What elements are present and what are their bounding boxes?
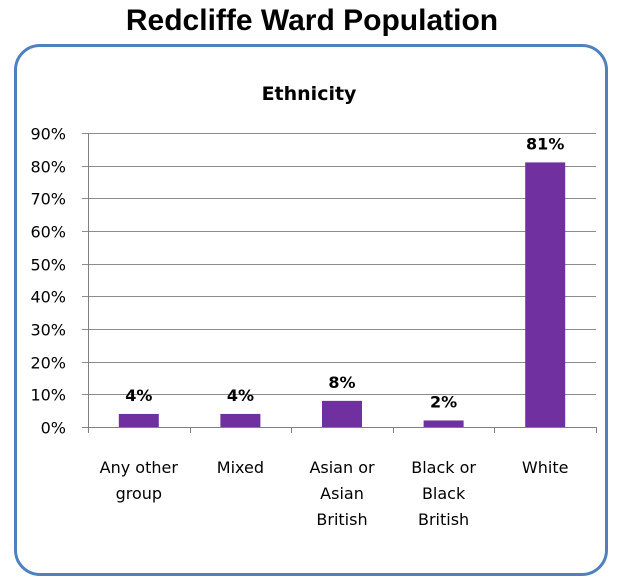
bar <box>322 400 362 427</box>
y-tick-label: 90% <box>30 125 66 144</box>
bar <box>423 420 464 427</box>
y-tick-label: 40% <box>30 288 66 307</box>
y-tick-label: 70% <box>30 190 66 209</box>
x-category-label: Asian or Asian British <box>309 458 375 529</box>
y-tick-label: 10% <box>30 386 66 405</box>
data-label: 4% <box>125 386 152 405</box>
bar <box>118 413 159 427</box>
gridlines <box>82 133 596 433</box>
x-category-label: Any other group <box>100 458 179 503</box>
data-label: 81% <box>526 134 564 153</box>
data-label: 4% <box>227 386 254 405</box>
y-tick-label: 20% <box>30 354 66 373</box>
chart-title: Ethnicity <box>262 83 357 105</box>
x-category-label: Black or Black British <box>411 458 476 529</box>
bars: 4% 4% 8% 2% 81% <box>118 134 566 427</box>
y-tick-label: 0% <box>41 419 66 438</box>
y-tick-label: 50% <box>30 256 66 275</box>
chart-frame <box>14 44 608 576</box>
y-tick-label: 60% <box>30 223 66 242</box>
bar <box>220 413 261 427</box>
y-tick-label: 80% <box>30 158 66 177</box>
x-category-label: Mixed <box>217 458 264 477</box>
y-axis-ticks: 0% 10% 20% 30% 40% 50% 60% 70% 80% 90% <box>30 125 66 438</box>
data-label: 8% <box>328 373 355 392</box>
x-category-label: White <box>522 458 569 477</box>
bar <box>525 162 566 427</box>
page-title: Redcliffe Ward Population <box>125 4 499 37</box>
data-label: 2% <box>430 392 457 411</box>
y-tick-label: 30% <box>30 321 66 340</box>
x-axis: Any other group Mixed Asian or Asian British B… <box>100 427 597 529</box>
